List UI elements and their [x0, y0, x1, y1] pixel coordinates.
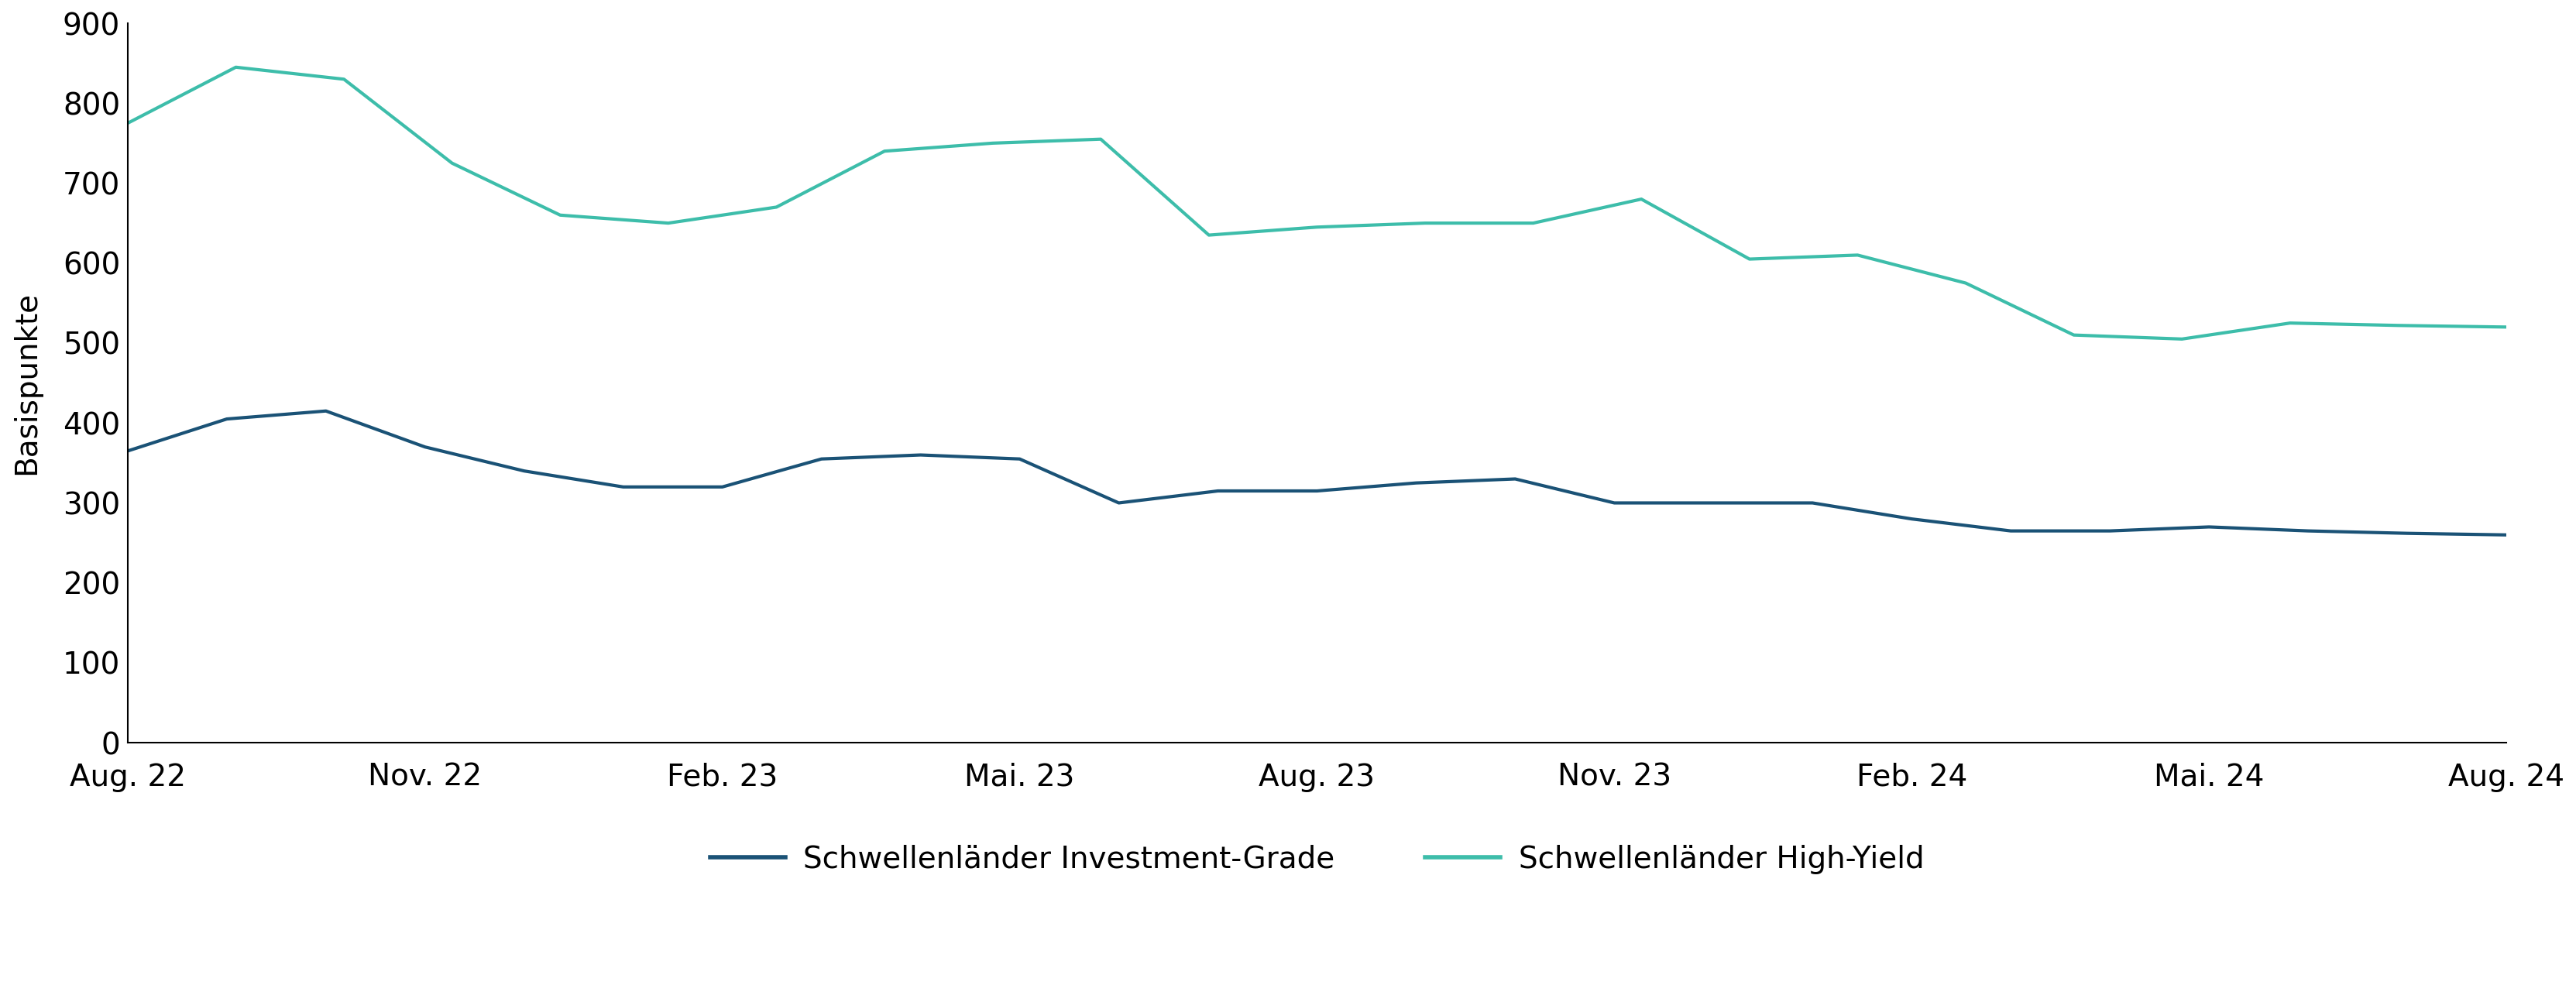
Schwellenländer High-Yield — [1625, 193, 1656, 205]
Schwellenländer Investment-Grade — [2391, 527, 2421, 539]
Schwellenländer Investment-Grade — [904, 449, 935, 461]
Schwellenländer High-Yield — [760, 201, 791, 213]
Schwellenländer High-Yield — [1842, 249, 1873, 261]
Schwellenländer High-Yield — [1950, 277, 1981, 289]
Schwellenländer Investment-Grade — [1203, 485, 1234, 496]
Schwellenländer Investment-Grade — [806, 453, 837, 465]
Schwellenländer Investment-Grade — [2195, 521, 2226, 533]
Schwellenländer High-Yield — [222, 61, 252, 73]
Schwellenländer Investment-Grade — [1896, 513, 1927, 525]
Schwellenländer High-Yield — [2275, 317, 2306, 329]
Schwellenländer Investment-Grade — [1103, 497, 1133, 509]
Schwellenländer Investment-Grade — [2293, 525, 2324, 537]
Schwellenländer Investment-Grade — [507, 465, 538, 477]
Schwellenländer High-Yield — [330, 73, 361, 85]
Schwellenländer Investment-Grade — [1301, 485, 1332, 496]
Schwellenländer High-Yield — [1301, 222, 1332, 233]
Schwellenländer High-Yield — [2058, 329, 2089, 341]
Schwellenländer Investment-Grade — [1005, 453, 1036, 465]
Schwellenländer Investment-Grade — [1600, 497, 1631, 509]
Schwellenländer High-Yield — [1193, 230, 1224, 241]
Schwellenländer High-Yield — [544, 209, 574, 221]
Schwellenländer High-Yield — [435, 158, 466, 169]
Schwellenländer Investment-Grade — [410, 441, 440, 453]
Schwellenländer High-Yield — [976, 137, 1007, 149]
Schwellenländer Investment-Grade — [706, 481, 737, 492]
Schwellenländer High-Yield — [2166, 333, 2197, 345]
Schwellenländer High-Yield — [1734, 253, 1765, 265]
Line: Schwellenländer Investment-Grade: Schwellenländer Investment-Grade — [129, 411, 2506, 535]
Schwellenländer High-Yield — [113, 117, 144, 129]
Schwellenländer Investment-Grade — [2094, 525, 2125, 537]
Schwellenländer High-Yield — [1409, 218, 1440, 230]
Schwellenländer Investment-Grade — [2491, 529, 2522, 541]
Schwellenländer High-Yield — [1084, 133, 1115, 145]
Schwellenländer High-Yield — [1517, 218, 1548, 230]
Schwellenländer Investment-Grade — [1698, 497, 1728, 509]
Schwellenländer Investment-Grade — [312, 405, 343, 417]
Schwellenländer Investment-Grade — [608, 481, 639, 492]
Schwellenländer Investment-Grade — [1798, 497, 1829, 509]
Schwellenländer High-Yield — [2491, 321, 2522, 333]
Schwellenländer High-Yield — [868, 145, 899, 157]
Schwellenländer Investment-Grade — [113, 445, 144, 457]
Schwellenländer High-Yield — [652, 218, 683, 230]
Legend: Schwellenländer Investment-Grade, Schwellenländer High-Yield: Schwellenländer Investment-Grade, Schwel… — [698, 832, 1937, 886]
Y-axis label: Basispunkte: Basispunkte — [13, 292, 41, 475]
Line: Schwellenländer High-Yield: Schwellenländer High-Yield — [129, 67, 2506, 339]
Schwellenländer High-Yield — [2383, 319, 2414, 331]
Schwellenländer Investment-Grade — [1996, 525, 2027, 537]
Schwellenländer Investment-Grade — [1401, 477, 1432, 489]
Schwellenländer Investment-Grade — [211, 413, 242, 425]
Schwellenländer Investment-Grade — [1499, 473, 1530, 485]
